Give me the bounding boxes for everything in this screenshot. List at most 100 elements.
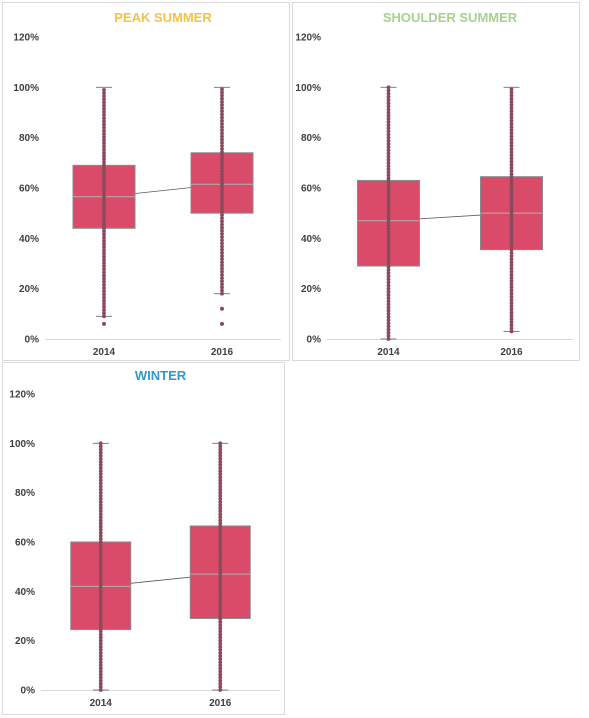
- data-point: [220, 169, 224, 173]
- data-point: [102, 248, 106, 253]
- data-point: [102, 122, 106, 127]
- data-point: [218, 681, 223, 686]
- data-point: [102, 100, 106, 105]
- data-point: [102, 194, 106, 199]
- y-tick-label: 100%: [295, 83, 321, 94]
- data-point: [386, 170, 391, 175]
- data-point: [220, 285, 224, 290]
- data-point: [218, 463, 223, 467]
- data-point: [386, 120, 391, 124]
- data-point: [98, 503, 103, 507]
- data-point: [220, 235, 224, 239]
- data-point: [509, 128, 514, 133]
- data-point: [386, 333, 391, 338]
- data-point: [386, 261, 391, 266]
- data-point: [218, 567, 223, 572]
- data-point: [218, 549, 223, 554]
- data-point: [218, 441, 223, 446]
- data-point: [220, 156, 224, 161]
- data-point: [386, 311, 391, 316]
- data-point: [102, 154, 106, 158]
- data-point: [509, 313, 514, 318]
- data-point: [218, 490, 223, 495]
- data-point: [509, 250, 514, 255]
- data-point: [218, 577, 223, 581]
- data-point: [220, 276, 224, 280]
- data-point: [386, 214, 391, 219]
- data-point: [386, 94, 391, 99]
- data-point: [102, 232, 106, 237]
- data-point: [218, 644, 223, 649]
- data-point: [218, 675, 223, 680]
- data-point: [220, 219, 224, 224]
- data-point: [102, 276, 106, 281]
- data-point: [98, 549, 103, 554]
- data-point: [218, 586, 223, 591]
- data-point: [98, 623, 103, 628]
- data-point: [220, 291, 224, 296]
- data-point: [218, 546, 223, 551]
- data-point: [220, 112, 224, 117]
- data-point: [98, 518, 103, 523]
- data-point: [98, 469, 103, 473]
- data-point: [102, 305, 106, 309]
- data-point: [102, 103, 106, 108]
- data-point: [509, 225, 514, 230]
- data-point: [220, 213, 224, 217]
- data-point: [98, 592, 103, 597]
- data-point: [98, 635, 103, 640]
- data-point: [102, 138, 106, 143]
- data-point: [218, 552, 223, 557]
- data-point: [98, 506, 103, 510]
- data-point: [98, 595, 103, 600]
- data-point: [218, 478, 223, 483]
- data-point: [220, 175, 224, 180]
- data-point: [386, 236, 391, 241]
- data-point: [220, 162, 224, 167]
- data-point: [218, 638, 223, 643]
- data-point: [218, 641, 223, 646]
- data-point: [386, 98, 391, 102]
- data-point: [102, 94, 106, 99]
- data-point: [220, 200, 224, 205]
- data-point: [509, 140, 514, 145]
- data-point: [98, 459, 103, 464]
- data-point: [218, 481, 223, 486]
- data-point: [102, 251, 106, 256]
- data-point: [386, 211, 391, 216]
- data-point: [220, 118, 224, 123]
- data-point: [98, 533, 103, 538]
- data-point: [386, 101, 391, 105]
- data-point: [218, 672, 223, 677]
- data-point: [98, 601, 103, 606]
- data-point: [98, 561, 103, 566]
- data-point: [102, 141, 106, 146]
- data-point: [98, 453, 103, 458]
- data-point: [98, 580, 103, 584]
- data-point: [98, 555, 103, 560]
- data-point: [220, 159, 224, 164]
- data-point: [102, 314, 106, 319]
- data-point: [509, 96, 514, 101]
- data-point: [386, 245, 391, 250]
- y-tick-label: 80%: [19, 133, 39, 144]
- data-point: [98, 617, 103, 621]
- y-tick-label: 60%: [15, 538, 35, 549]
- data-point: [218, 558, 223, 563]
- data-point: [98, 472, 103, 477]
- data-point: [509, 93, 514, 98]
- data-point: [509, 156, 514, 161]
- data-point: [218, 447, 223, 452]
- data-point: [98, 669, 103, 674]
- data-point: [218, 500, 223, 504]
- data-point: [218, 607, 223, 612]
- data-point: [386, 186, 391, 190]
- data-point: [509, 285, 514, 290]
- data-point: [220, 87, 224, 92]
- data-point: [509, 112, 514, 117]
- data-point: [102, 198, 106, 202]
- data-point: [98, 574, 103, 578]
- data-point: [102, 220, 106, 224]
- data-point: [98, 641, 103, 646]
- data-point: [102, 166, 106, 171]
